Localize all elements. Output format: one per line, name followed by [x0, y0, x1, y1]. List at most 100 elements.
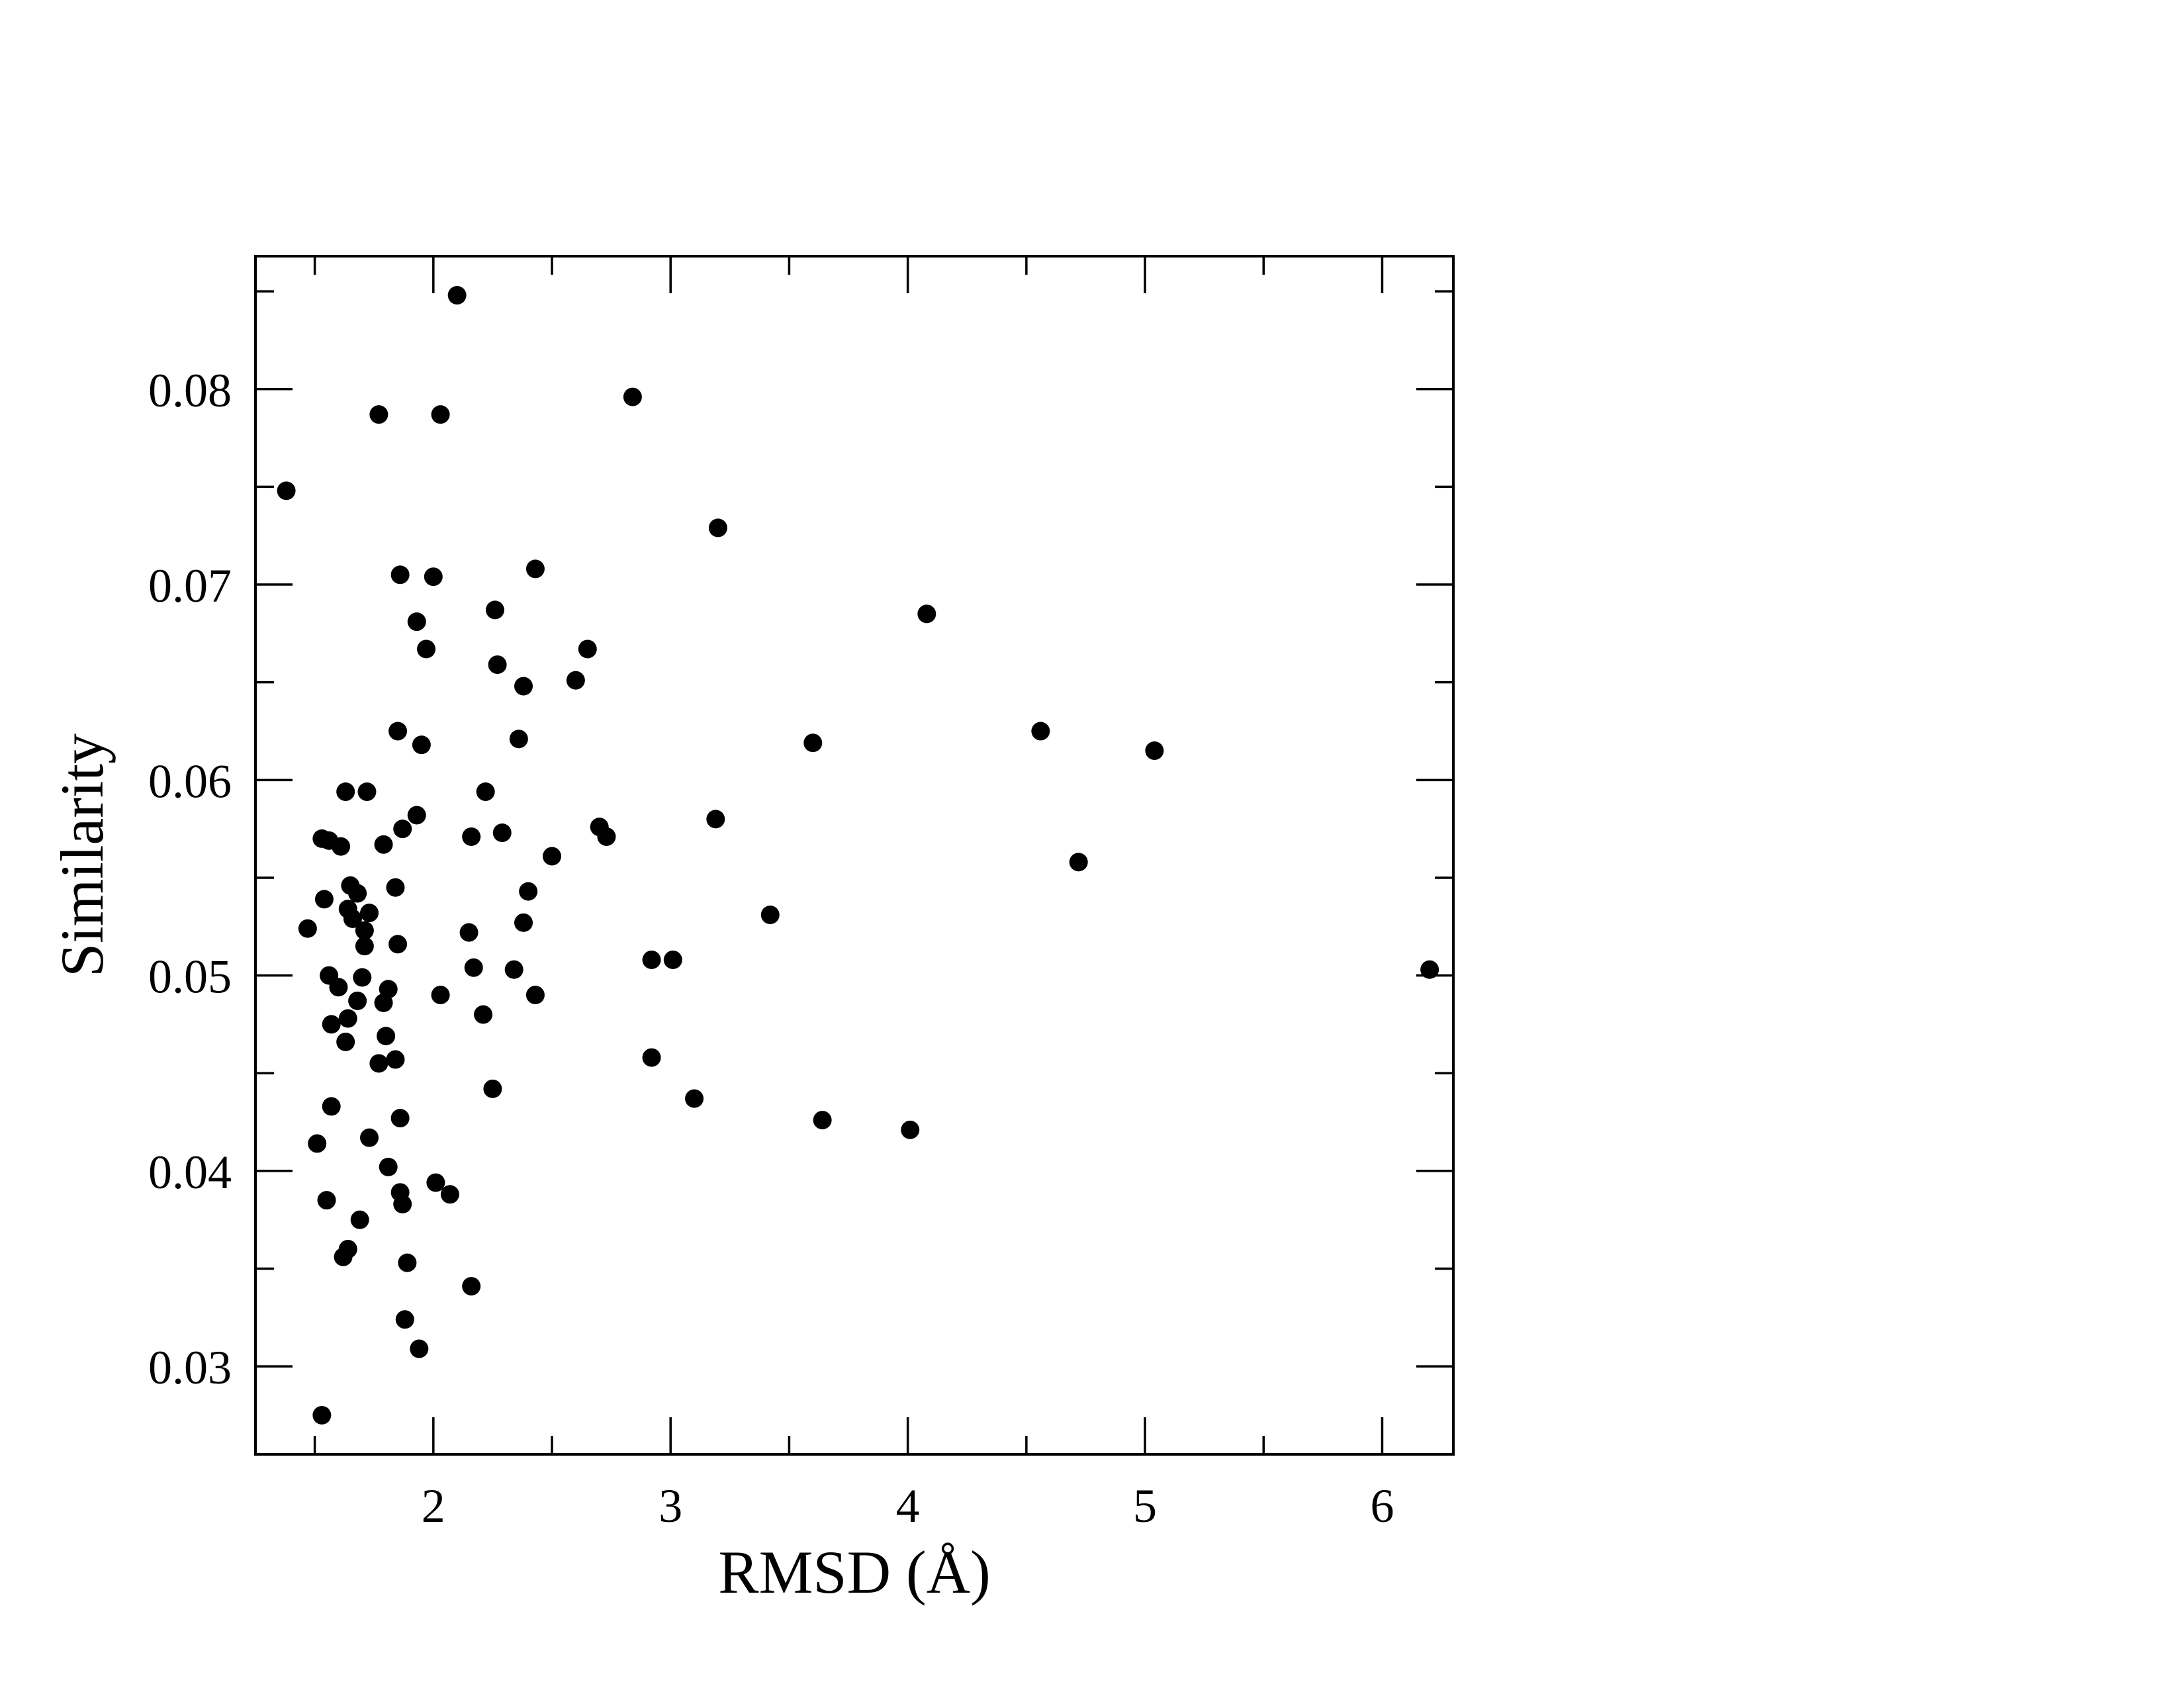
data-point [322, 1015, 341, 1034]
data-point [355, 937, 374, 956]
data-point [1031, 722, 1050, 741]
data-point [685, 1089, 704, 1108]
y-tick-label: 0.06 [148, 755, 232, 808]
data-point [509, 729, 528, 749]
data-point [348, 884, 367, 903]
data-point [369, 405, 388, 424]
data-point [388, 722, 408, 741]
y-tick-label: 0.08 [148, 364, 232, 417]
data-point [917, 604, 936, 624]
data-point [476, 782, 495, 802]
data-point [374, 993, 393, 1012]
data-point [431, 986, 450, 1005]
data-point [566, 671, 585, 690]
data-point [440, 1185, 459, 1204]
data-point [395, 1310, 414, 1329]
data-point [312, 1405, 332, 1425]
data-point [642, 950, 661, 969]
data-point [525, 986, 545, 1005]
data-point [486, 600, 504, 620]
data-point [393, 820, 412, 839]
data-point [322, 1097, 341, 1116]
data-point [1420, 960, 1439, 979]
data-point [492, 823, 512, 843]
data-point [514, 677, 533, 696]
data-point [412, 735, 431, 755]
data-point [488, 655, 507, 675]
data-point [355, 921, 374, 940]
data-point [578, 639, 597, 659]
data-point [459, 923, 478, 942]
data-point [308, 1134, 327, 1153]
data-point [388, 935, 408, 954]
data-point [410, 1339, 429, 1358]
data-point [407, 612, 426, 632]
data-point [464, 958, 483, 977]
y-axis-title: Similarity [48, 733, 116, 977]
ticks-layer [255, 256, 1453, 1454]
plot-frame [254, 255, 1455, 1456]
data-point [386, 878, 405, 897]
data-point [623, 387, 642, 406]
data-point [348, 991, 367, 1010]
data-point [398, 1253, 417, 1272]
data-point [298, 919, 317, 938]
data-point [760, 906, 780, 925]
data-point [379, 1157, 398, 1176]
data-point [343, 909, 362, 928]
data-point [706, 810, 725, 829]
data-point [417, 639, 436, 659]
data-point [1069, 853, 1088, 872]
data-point [350, 1210, 369, 1229]
x-tick-label: 2 [422, 1479, 445, 1532]
data-point [407, 806, 426, 825]
x-axis-title: RMSD (Å) [718, 1538, 990, 1606]
data-point [708, 518, 727, 538]
data-point [332, 837, 351, 856]
data-point [483, 1079, 502, 1098]
data-point [314, 890, 334, 909]
data-point [431, 405, 450, 424]
data-point [1145, 741, 1164, 761]
data-point [377, 1027, 396, 1046]
data-point [424, 567, 443, 586]
data-point [317, 1191, 336, 1210]
y-tick-label: 0.07 [148, 559, 232, 612]
data-point [277, 481, 296, 500]
data-point [474, 1005, 493, 1024]
data-point [525, 559, 545, 579]
data-point [514, 913, 533, 932]
data-point [543, 847, 562, 866]
y-tick-label: 0.05 [148, 951, 232, 1004]
x-tick-label: 4 [896, 1479, 920, 1532]
data-point [336, 782, 355, 802]
data-point [360, 1128, 379, 1147]
data-point [329, 978, 348, 997]
data-point [462, 827, 481, 846]
data-point [334, 1247, 353, 1266]
data-point [597, 827, 616, 846]
data-point [519, 882, 538, 901]
data-point [504, 960, 523, 979]
data-point [353, 968, 372, 987]
data-point [338, 1009, 357, 1028]
data-point [390, 1109, 410, 1128]
data-point [426, 1173, 445, 1192]
y-tick-label: 0.03 [148, 1341, 232, 1394]
y-tick-labels: 0.03 0.04 0.05 0.06 0.07 0.08 [148, 364, 232, 1394]
data-point [386, 1050, 405, 1069]
data-point [642, 1048, 661, 1067]
y-tick-label: 0.04 [148, 1146, 232, 1199]
data-point [447, 286, 467, 305]
x-tick-label: 5 [1133, 1479, 1157, 1532]
data-point [813, 1111, 832, 1130]
data-point [336, 1032, 355, 1051]
points-layer [277, 286, 1439, 1425]
x-tick-label: 3 [659, 1479, 682, 1532]
data-point [803, 733, 823, 753]
data-point [393, 1195, 412, 1214]
x-tick-label: 6 [1370, 1479, 1394, 1532]
data-point [360, 904, 379, 923]
x-tick-labels: 2 3 4 5 6 [422, 1479, 1394, 1532]
